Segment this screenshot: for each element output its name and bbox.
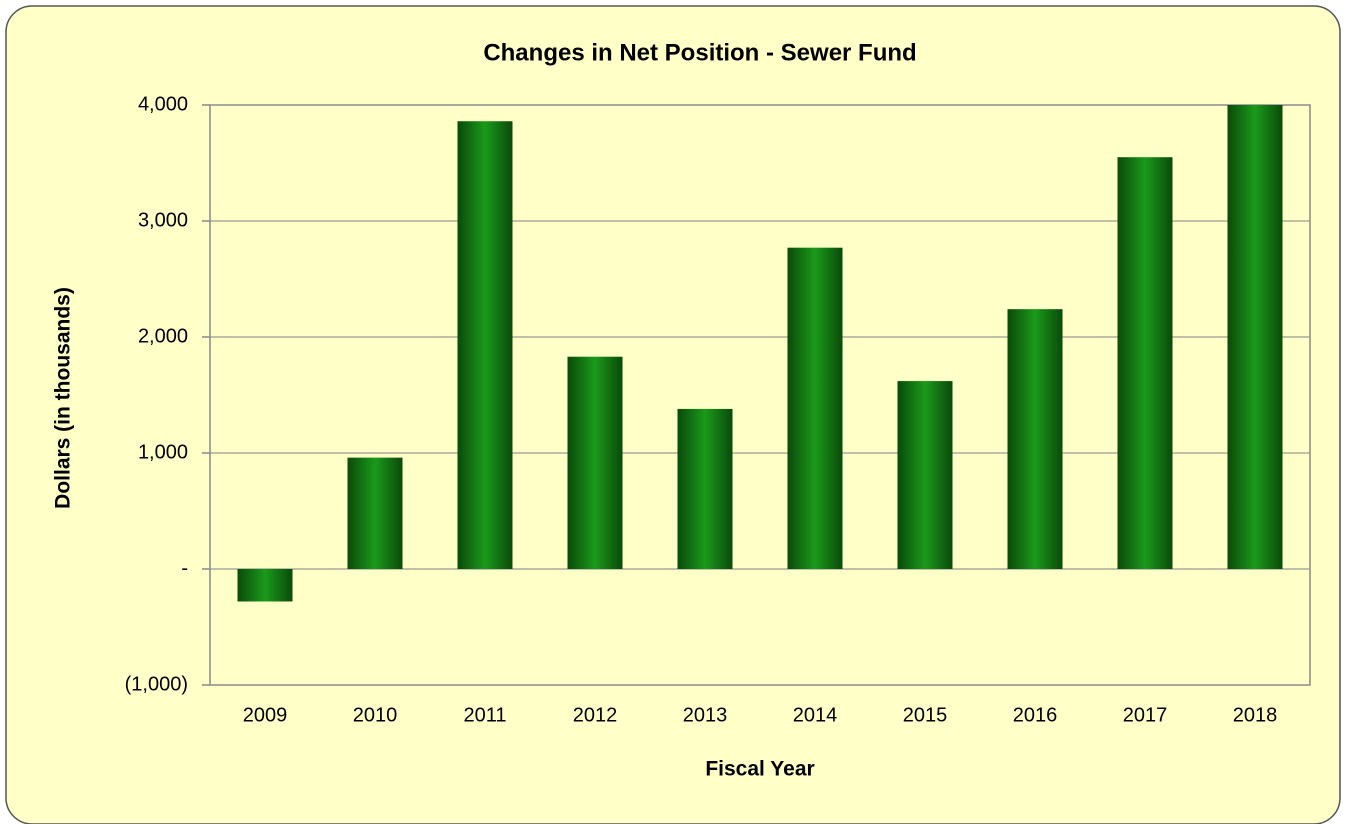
chart-title: Changes in Net Position - Sewer Fund [483,39,916,66]
x-tick-label: 2014 [793,704,838,726]
bar [677,408,733,569]
x-tick-label: 2015 [903,704,948,726]
bar [1227,105,1283,569]
bar [457,121,513,570]
x-tick-label: 2016 [1013,704,1058,726]
bar [787,247,843,569]
y-axis-label: Dollars (in thousands) [52,287,75,509]
bar [567,356,623,569]
y-tick-label: - [181,557,188,579]
bar [347,457,403,569]
y-tick-label: 4,000 [138,93,188,115]
bar [1117,157,1173,569]
x-tick-label: 2018 [1233,704,1278,726]
bar [897,381,953,569]
x-tick-label: 2009 [243,704,288,726]
x-tick-label: 2010 [353,704,398,726]
y-tick-label: 2,000 [138,325,188,347]
x-tick-label: 2011 [463,704,506,726]
x-tick-label: 2013 [683,704,728,726]
y-tick-label: 3,000 [138,209,188,231]
bar [1007,309,1063,569]
x-tick-label: 2012 [573,704,618,726]
y-tick-label: 1,000 [138,441,188,463]
bar [237,569,293,602]
y-tick-label: (1,000) [125,673,188,695]
chart-panel [5,5,1341,824]
x-tick-label: 2017 [1123,704,1168,726]
x-axis-label: Fiscal Year [705,758,814,781]
